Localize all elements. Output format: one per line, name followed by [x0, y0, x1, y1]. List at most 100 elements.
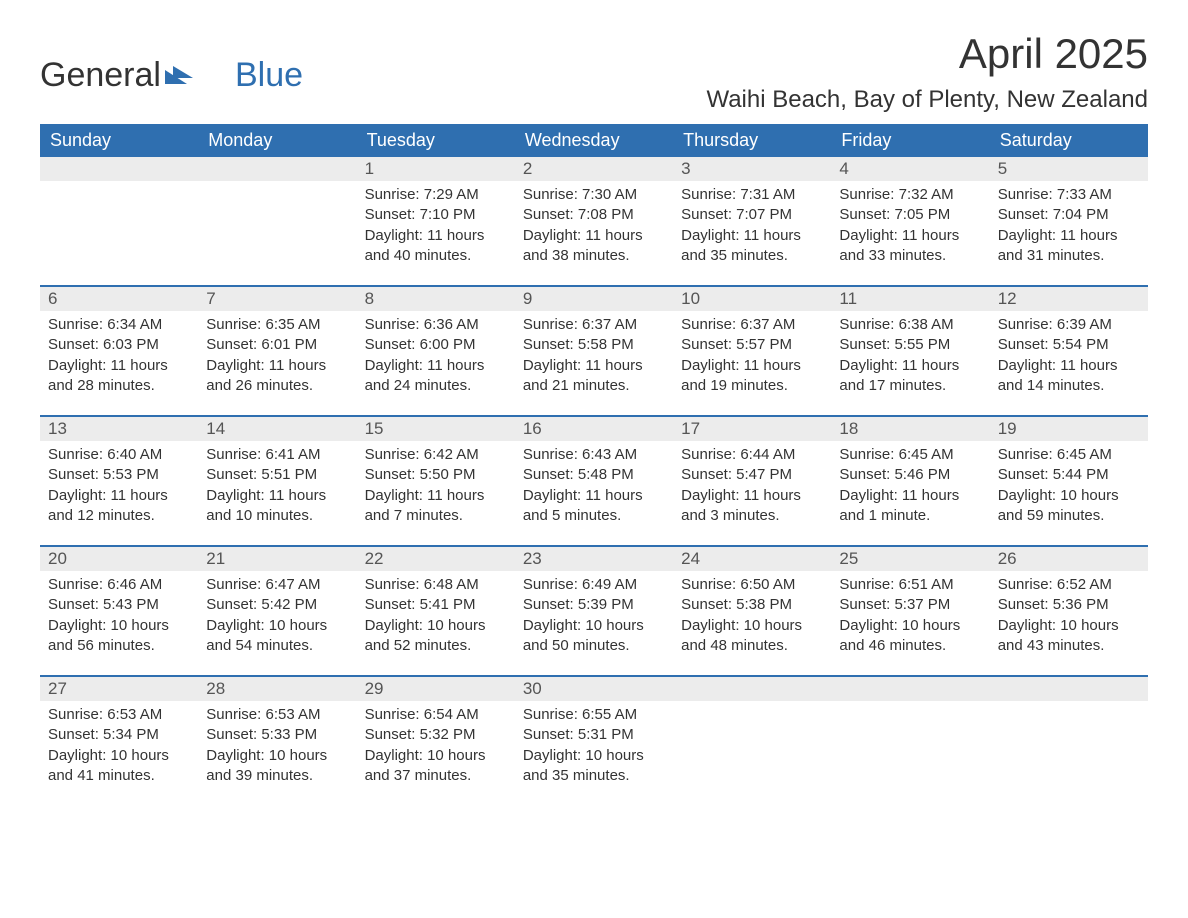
- day-body: Sunrise: 6:41 AMSunset: 5:51 PMDaylight:…: [198, 441, 356, 534]
- daylight-text: Daylight: 10 hours and 54 minutes.: [206, 616, 348, 657]
- day-body: Sunrise: 6:42 AMSunset: 5:50 PMDaylight:…: [357, 441, 515, 534]
- day-number: 23: [515, 547, 673, 571]
- sunset-text: Sunset: 5:48 PM: [523, 465, 665, 485]
- daylight-text: Daylight: 11 hours and 3 minutes.: [681, 486, 823, 527]
- sunrise-text: Sunrise: 6:38 AM: [839, 315, 981, 335]
- day-cell: 17 Sunrise: 6:44 AMSunset: 5:47 PMDayligh…: [673, 417, 831, 545]
- day-number: 20: [40, 547, 198, 571]
- daylight-text: Daylight: 11 hours and 35 minutes.: [681, 226, 823, 267]
- day-body: Sunrise: 6:36 AMSunset: 6:00 PMDaylight:…: [357, 311, 515, 404]
- sunrise-text: Sunrise: 6:36 AM: [365, 315, 507, 335]
- week-row: 13Sunrise: 6:40 AMSunset: 5:53 PMDayligh…: [40, 415, 1148, 545]
- logo: General Blue: [40, 30, 303, 95]
- weekday-header: Tuesday: [357, 124, 515, 157]
- day-body: Sunrise: 7:30 AMSunset: 7:08 PMDaylight:…: [515, 181, 673, 274]
- day-body: Sunrise: 6:46 AMSunset: 5:43 PMDaylight:…: [40, 571, 198, 664]
- day-body: Sunrise: 7:29 AMSunset: 7:10 PMDaylight:…: [357, 181, 515, 274]
- day-number: 3: [673, 157, 831, 181]
- day-number: 13: [40, 417, 198, 441]
- week-row: 27Sunrise: 6:53 AMSunset: 5:34 PMDayligh…: [40, 675, 1148, 805]
- day-number: [198, 157, 356, 181]
- day-body: Sunrise: 7:33 AMSunset: 7:04 PMDaylight:…: [990, 181, 1148, 274]
- day-cell: 10Sunrise: 6:37 AMSunset: 5:57 PMDayligh…: [673, 287, 831, 415]
- sunrise-text: Sunrise: 6:49 AM: [523, 575, 665, 595]
- sunset-text: Sunset: 5:47 PM: [681, 465, 823, 485]
- sunset-text: Sunset: 7:08 PM: [523, 205, 665, 225]
- week-row: 6Sunrise: 6:34 AMSunset: 6:03 PMDaylight…: [40, 285, 1148, 415]
- day-number: 15: [357, 417, 515, 441]
- sunrise-text: Sunrise: 7:30 AM: [523, 185, 665, 205]
- day-cell: 5Sunrise: 7:33 AMSunset: 7:04 PMDaylight…: [990, 157, 1148, 285]
- daylight-text: Daylight: 11 hours and 31 minutes.: [998, 226, 1140, 267]
- sunrise-text: Sunrise: 6:37 AM: [523, 315, 665, 335]
- day-body: Sunrise: 6:49 AMSunset: 5:39 PMDaylight:…: [515, 571, 673, 664]
- day-number: 7: [198, 287, 356, 311]
- day-cell: 4Sunrise: 7:32 AMSunset: 7:05 PMDaylight…: [831, 157, 989, 285]
- day-number: 27: [40, 677, 198, 701]
- day-number: [990, 677, 1148, 701]
- day-cell: 13Sunrise: 6:40 AMSunset: 5:53 PMDayligh…: [40, 417, 198, 545]
- weeks-container: 1Sunrise: 7:29 AMSunset: 7:10 PMDaylight…: [40, 157, 1148, 805]
- daylight-text: Daylight: 11 hours and 38 minutes.: [523, 226, 665, 267]
- sunrise-text: Sunrise: 7:33 AM: [998, 185, 1140, 205]
- logo-word1: General: [40, 56, 161, 95]
- day-cell: 2Sunrise: 7:30 AMSunset: 7:08 PMDaylight…: [515, 157, 673, 285]
- sunset-text: Sunset: 5:54 PM: [998, 335, 1140, 355]
- day-cell: [831, 677, 989, 805]
- sunset-text: Sunset: 6:01 PM: [206, 335, 348, 355]
- daylight-text: Daylight: 11 hours and 24 minutes.: [365, 356, 507, 397]
- day-number: 12: [990, 287, 1148, 311]
- sunrise-text: Sunrise: 6:40 AM: [48, 445, 190, 465]
- sunrise-text: Sunrise: 6:46 AM: [48, 575, 190, 595]
- day-number: [673, 677, 831, 701]
- day-number: 10: [673, 287, 831, 311]
- sunset-text: Sunset: 5:33 PM: [206, 725, 348, 745]
- sunset-text: Sunset: 5:51 PM: [206, 465, 348, 485]
- day-number: 9: [515, 287, 673, 311]
- daylight-text: Daylight: 11 hours and 12 minutes.: [48, 486, 190, 527]
- day-cell: [40, 157, 198, 285]
- day-cell: 7Sunrise: 6:35 AMSunset: 6:01 PMDaylight…: [198, 287, 356, 415]
- sunrise-text: Sunrise: 7:29 AM: [365, 185, 507, 205]
- day-number: 24: [673, 547, 831, 571]
- sunset-text: Sunset: 5:55 PM: [839, 335, 981, 355]
- sunset-text: Sunset: 5:34 PM: [48, 725, 190, 745]
- day-body: Sunrise: 6:35 AMSunset: 6:01 PMDaylight:…: [198, 311, 356, 404]
- sunrise-text: Sunrise: 6:43 AM: [523, 445, 665, 465]
- sunset-text: Sunset: 6:03 PM: [48, 335, 190, 355]
- sunrise-text: Sunrise: 6:47 AM: [206, 575, 348, 595]
- sunrise-text: Sunrise: 6:42 AM: [365, 445, 507, 465]
- week-row: 20Sunrise: 6:46 AMSunset: 5:43 PMDayligh…: [40, 545, 1148, 675]
- day-body: Sunrise: 6:45 AMSunset: 5:44 PMDaylight:…: [990, 441, 1148, 534]
- day-cell: 22Sunrise: 6:48 AMSunset: 5:41 PMDayligh…: [357, 547, 515, 675]
- day-body: Sunrise: 6:53 AMSunset: 5:34 PMDaylight:…: [40, 701, 198, 794]
- daylight-text: Daylight: 10 hours and 39 minutes.: [206, 746, 348, 787]
- day-number: 19: [990, 417, 1148, 441]
- day-number: 28: [198, 677, 356, 701]
- sunrise-text: Sunrise: 6:52 AM: [998, 575, 1140, 595]
- sunrise-text: Sunrise: 6:53 AM: [48, 705, 190, 725]
- sunrise-text: Sunrise: 6:51 AM: [839, 575, 981, 595]
- sunrise-text: Sunrise: 6:44 AM: [681, 445, 823, 465]
- day-cell: 25Sunrise: 6:51 AMSunset: 5:37 PMDayligh…: [831, 547, 989, 675]
- sunrise-text: Sunrise: 6:45 AM: [998, 445, 1140, 465]
- day-cell: 27Sunrise: 6:53 AMSunset: 5:34 PMDayligh…: [40, 677, 198, 805]
- sunset-text: Sunset: 5:50 PM: [365, 465, 507, 485]
- day-cell: [198, 157, 356, 285]
- sunset-text: Sunset: 5:57 PM: [681, 335, 823, 355]
- day-number: 30: [515, 677, 673, 701]
- sunset-text: Sunset: 5:39 PM: [523, 595, 665, 615]
- sunset-text: Sunset: 6:00 PM: [365, 335, 507, 355]
- day-body: Sunrise: 6:54 AMSunset: 5:32 PMDaylight:…: [357, 701, 515, 794]
- day-cell: 9Sunrise: 6:37 AMSunset: 5:58 PMDaylight…: [515, 287, 673, 415]
- daylight-text: Daylight: 11 hours and 33 minutes.: [839, 226, 981, 267]
- day-number: 17: [673, 417, 831, 441]
- day-number: 16: [515, 417, 673, 441]
- weekday-header: Monday: [198, 124, 356, 157]
- day-cell: 15Sunrise: 6:42 AMSunset: 5:50 PMDayligh…: [357, 417, 515, 545]
- title-block: April 2025 Waihi Beach, Bay of Plenty, N…: [706, 30, 1148, 114]
- daylight-text: Daylight: 10 hours and 41 minutes.: [48, 746, 190, 787]
- day-body: Sunrise: 6:53 AMSunset: 5:33 PMDaylight:…: [198, 701, 356, 794]
- sunset-text: Sunset: 7:05 PM: [839, 205, 981, 225]
- daylight-text: Daylight: 11 hours and 1 minute.: [839, 486, 981, 527]
